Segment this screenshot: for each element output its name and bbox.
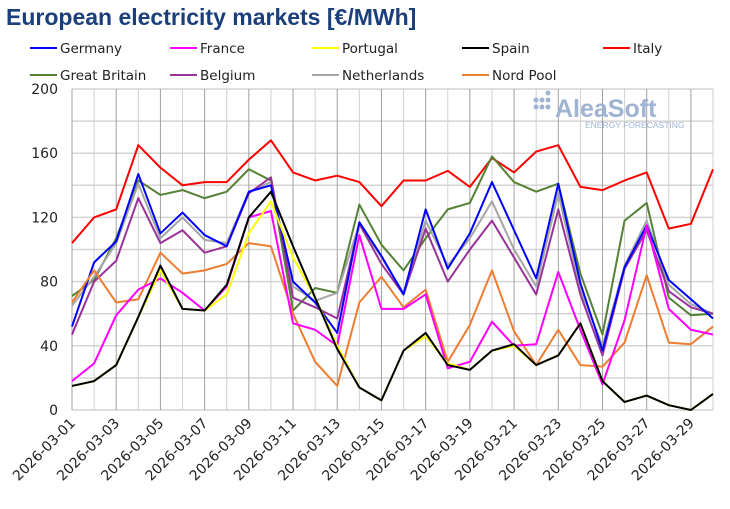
legend-label: France	[200, 41, 245, 57]
legend-label: Netherlands	[342, 68, 424, 84]
series-line-italy	[71, 139, 714, 244]
series-line-portugal	[71, 200, 714, 411]
series-line-germany	[71, 173, 714, 352]
watermark-text: AleaSoft	[555, 95, 657, 123]
legend-label: Great Britain	[60, 68, 146, 84]
y-tick-label: 160	[31, 146, 58, 162]
series-line-france	[71, 209, 714, 386]
y-tick-label: 80	[40, 275, 58, 291]
y-tick-label: 200	[31, 82, 58, 98]
legend-label: Portugal	[342, 41, 398, 57]
y-tick-label: 0	[49, 403, 58, 419]
legend-label: Nord Pool	[492, 68, 556, 84]
watermark-subtext: ENERGY FORECASTING	[585, 120, 685, 130]
y-tick-label: 120	[31, 210, 58, 226]
chart-title: European electricity markets [€/MWh]	[6, 4, 417, 30]
series-line-spain	[71, 190, 714, 411]
legend-label: Spain	[492, 41, 530, 57]
series-line-nord-pool	[71, 242, 714, 387]
legend-label: Belgium	[200, 68, 255, 84]
y-tick-label: 40	[40, 339, 58, 355]
legend-label: Italy	[633, 41, 662, 57]
legend-label: Germany	[60, 41, 122, 57]
watermark-logo	[533, 90, 551, 110]
series-line-great-britain	[71, 155, 714, 336]
series-line-belgium	[71, 176, 714, 357]
